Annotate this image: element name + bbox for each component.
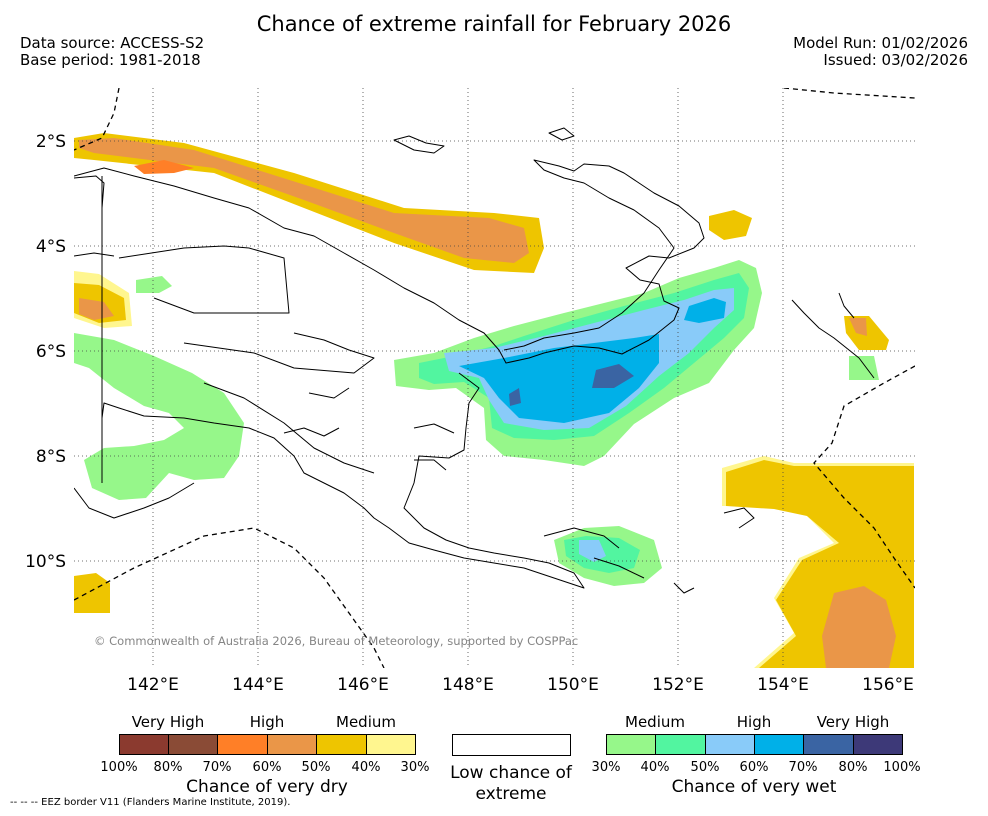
wet-swatch-80-100 bbox=[853, 734, 903, 755]
wet-level-very-high: Very High bbox=[816, 713, 890, 731]
dry-region-west bbox=[74, 271, 132, 328]
lat-label-6s: 6°S bbox=[35, 342, 66, 362]
wet-region-west bbox=[74, 276, 244, 500]
lat-label-2s: 2°S bbox=[35, 132, 66, 152]
dry-swatch-70-80 bbox=[168, 734, 218, 755]
issued-date: Issued: 03/02/2026 bbox=[823, 51, 968, 69]
lat-label-4s: 4°S bbox=[35, 237, 66, 257]
lon-label-146e: 146°E bbox=[337, 675, 389, 695]
eez-border-note: -- -- -- EEZ border V11 (Flanders Marine… bbox=[10, 797, 291, 808]
dry-swatch-60-70 bbox=[217, 734, 268, 755]
lon-label-148e: 148°E bbox=[442, 675, 494, 695]
dry-tick: 50% bbox=[301, 760, 331, 775]
lon-label-156e: 156°E bbox=[862, 675, 914, 695]
copyright-notice: © Commonwealth of Australia 2026, Bureau… bbox=[94, 634, 579, 648]
dry-tick: 80% bbox=[153, 760, 183, 775]
dry-region-new-ireland bbox=[709, 210, 752, 240]
wet-tick: 80% bbox=[838, 760, 868, 775]
lon-label-152e: 152°E bbox=[652, 675, 704, 695]
base-period: Base period: 1981-2018 bbox=[20, 51, 201, 69]
dry-legend-title: Chance of very dry bbox=[186, 777, 348, 797]
dry-region-north-coast bbox=[74, 133, 544, 273]
low-chance-label: Low chance of extreme bbox=[450, 763, 572, 804]
dry-swatch-80-100 bbox=[119, 734, 169, 755]
dry-tick: 40% bbox=[351, 760, 381, 775]
dry-tick: 60% bbox=[252, 760, 282, 775]
dry-swatch-50-60 bbox=[267, 734, 317, 755]
wet-swatch-60-70 bbox=[754, 734, 804, 755]
wet-tick: 40% bbox=[640, 760, 670, 775]
meta-left: Data source: ACCESS-S2 Base period: 1981… bbox=[20, 35, 204, 69]
wet-tick: 100% bbox=[883, 760, 921, 775]
wet-tick: 70% bbox=[788, 760, 818, 775]
wet-swatch-30-40 bbox=[606, 734, 656, 755]
graticule bbox=[74, 88, 915, 668]
eez-border bbox=[74, 88, 915, 668]
wet-swatch-70-80 bbox=[803, 734, 854, 755]
lon-label-142e: 142°E bbox=[127, 675, 179, 695]
dry-tick: 70% bbox=[202, 760, 232, 775]
lat-label-8s: 8°S bbox=[35, 447, 66, 467]
coastlines bbox=[74, 127, 875, 594]
meta-right: Model Run: 01/02/2026 Issued: 03/02/2026 bbox=[793, 35, 968, 69]
dry-swatch-30-40 bbox=[366, 734, 416, 755]
wet-level-medium: Medium bbox=[625, 713, 685, 731]
dry-tick: 30% bbox=[400, 760, 430, 775]
low-chance-swatch bbox=[452, 734, 571, 756]
dry-swatch-40-50 bbox=[316, 734, 367, 755]
wet-swatch-50-60 bbox=[705, 734, 755, 755]
dry-level-medium: Medium bbox=[336, 713, 396, 731]
dry-region-southwest bbox=[74, 573, 110, 613]
data-source: Data source: ACCESS-S2 bbox=[20, 34, 205, 52]
dry-region-southeast bbox=[722, 456, 914, 668]
dry-tick: 100% bbox=[100, 760, 138, 775]
dry-region-bougainville bbox=[844, 316, 889, 350]
wet-tick: 30% bbox=[591, 760, 621, 775]
lat-label-10s: 10°S bbox=[25, 552, 66, 572]
dry-level-high: High bbox=[249, 713, 285, 731]
dry-level-very-high: Very High bbox=[131, 713, 205, 731]
wet-region-milne-bay bbox=[554, 526, 662, 586]
wet-region-east bbox=[849, 356, 879, 380]
wet-tick: 50% bbox=[690, 760, 720, 775]
lon-label-144e: 144°E bbox=[232, 675, 284, 695]
wet-tick: 60% bbox=[739, 760, 769, 775]
wet-level-high: High bbox=[736, 713, 772, 731]
lon-label-154e: 154°E bbox=[757, 675, 809, 695]
lon-label-150e: 150°E bbox=[547, 675, 599, 695]
wet-legend-title: Chance of very wet bbox=[671, 777, 837, 797]
wet-region-main bbox=[394, 260, 762, 466]
rainfall-map bbox=[74, 88, 915, 668]
model-run: Model Run: 01/02/2026 bbox=[793, 34, 968, 52]
wet-swatch-40-50 bbox=[655, 734, 706, 755]
map-title: Chance of extreme rainfall for February … bbox=[256, 12, 732, 36]
